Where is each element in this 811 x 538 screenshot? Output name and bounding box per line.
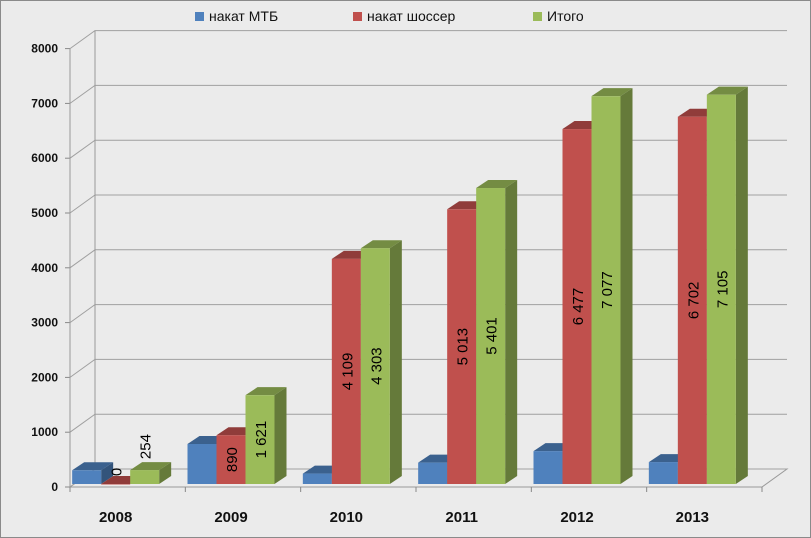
y-tick-label: 8000 bbox=[31, 42, 58, 56]
bar-face bbox=[706, 94, 736, 485]
data-label: 6 477 bbox=[570, 288, 587, 326]
bar-side bbox=[274, 387, 287, 484]
bar-2-2009: 1 621 bbox=[245, 387, 287, 484]
bar-face bbox=[72, 470, 102, 484]
data-label: 254 bbox=[138, 434, 155, 459]
legend-label: накат шоссер bbox=[367, 8, 456, 24]
bar-top bbox=[476, 180, 518, 189]
y-tick-label: 6000 bbox=[31, 151, 58, 165]
y-tick-label: 3000 bbox=[31, 316, 58, 330]
legend-item-total: Итого bbox=[533, 8, 584, 24]
bar-face bbox=[187, 443, 217, 484]
bar-0-2008 bbox=[72, 462, 114, 484]
data-label: 890 bbox=[224, 447, 241, 472]
y-tick-label: 0 bbox=[51, 480, 58, 494]
bar-face bbox=[130, 470, 160, 484]
bar-face bbox=[476, 188, 506, 484]
bar-face bbox=[245, 395, 275, 484]
y-tick-label: 1000 bbox=[31, 425, 58, 439]
bar-side bbox=[389, 240, 402, 484]
y-tick-label: 5000 bbox=[31, 206, 58, 220]
x-tick-label: 2010 bbox=[330, 509, 363, 526]
legend-label: Итого bbox=[547, 8, 584, 24]
bar-face bbox=[562, 129, 592, 484]
bar-face bbox=[216, 435, 246, 484]
legend: накат МТБ накат шоссер Итого bbox=[195, 8, 584, 24]
legend-item-road: накат шоссер bbox=[353, 8, 533, 24]
bar-face bbox=[591, 96, 621, 485]
bar-side bbox=[159, 462, 172, 484]
gridline bbox=[69, 84, 787, 104]
bar-face bbox=[648, 462, 678, 484]
x-tick-label: 2008 bbox=[99, 509, 132, 526]
bar-top bbox=[591, 88, 633, 97]
bar-face bbox=[677, 116, 707, 484]
y-tick-label: 2000 bbox=[31, 370, 58, 384]
y-tick-label: 7000 bbox=[31, 96, 58, 110]
data-label: 7 105 bbox=[714, 271, 731, 309]
y-tick-label: 4000 bbox=[31, 261, 58, 275]
bar-face bbox=[331, 258, 361, 484]
bar-top bbox=[245, 387, 287, 396]
legend-item-mtb: накат МТБ bbox=[195, 8, 353, 24]
bar-top bbox=[360, 240, 402, 249]
bar-2-2008: 254 bbox=[130, 434, 172, 484]
bar-top bbox=[706, 86, 748, 95]
legend-swatch bbox=[195, 11, 204, 21]
bar-side bbox=[505, 180, 518, 484]
data-label: 5 013 bbox=[455, 328, 472, 366]
bar-2-2010: 4 303 bbox=[360, 240, 402, 484]
legend-swatch bbox=[353, 11, 362, 21]
data-label: 0 bbox=[109, 468, 126, 476]
x-tick-label: 2013 bbox=[676, 509, 709, 526]
legend-label: накат МТБ bbox=[209, 8, 279, 24]
bar-side bbox=[101, 462, 114, 484]
data-label: 1 621 bbox=[253, 421, 270, 459]
legend-swatch bbox=[533, 11, 542, 21]
x-tick-label: 2012 bbox=[560, 509, 593, 526]
data-label: 4 303 bbox=[368, 347, 385, 385]
x-tick-label: 2011 bbox=[445, 509, 478, 526]
data-label: 5 401 bbox=[484, 317, 501, 355]
bar-face bbox=[418, 462, 448, 484]
bar-top bbox=[130, 462, 172, 471]
data-label: 4 109 bbox=[339, 353, 356, 391]
data-label: 7 077 bbox=[599, 271, 616, 309]
x-tick-label: 2009 bbox=[214, 509, 247, 526]
bar-2-2013: 7 105 bbox=[706, 86, 748, 485]
bar-2-2011: 5 401 bbox=[476, 180, 518, 484]
bar-face bbox=[302, 473, 332, 484]
bar-face bbox=[101, 484, 131, 485]
bar-side bbox=[620, 88, 633, 485]
bar-top bbox=[72, 462, 114, 471]
bar-side bbox=[735, 86, 748, 485]
bar-face bbox=[360, 248, 390, 484]
bar-face bbox=[447, 209, 477, 484]
bar-2-2012: 7 077 bbox=[591, 88, 633, 485]
data-label: 6 702 bbox=[685, 282, 702, 320]
bar-face bbox=[533, 451, 563, 484]
gridline bbox=[69, 30, 787, 50]
